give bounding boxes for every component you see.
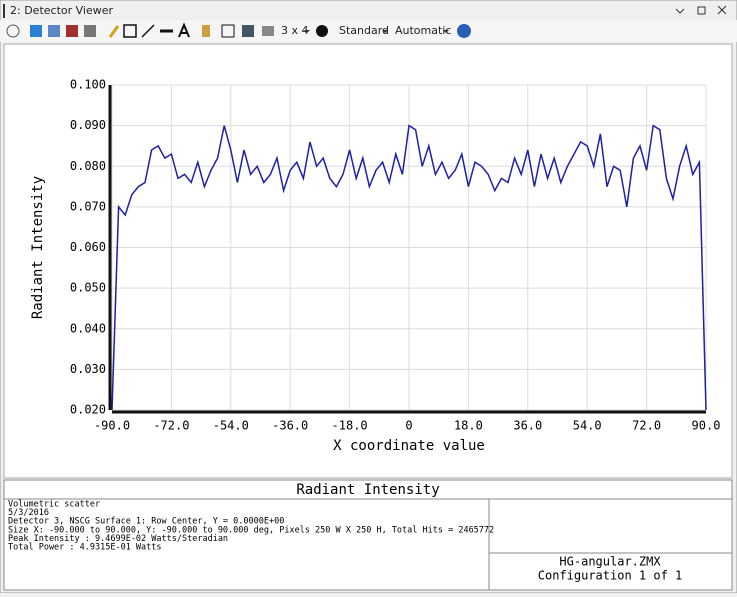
crosshair-button[interactable]: [221, 24, 235, 38]
maximize-button[interactable]: [697, 6, 706, 15]
save-button[interactable]: [66, 25, 78, 37]
window-button[interactable]: [242, 25, 254, 37]
arrow-tool[interactable]: [141, 24, 155, 38]
mode-arrow[interactable]: [382, 30, 388, 33]
info-line: 5/3/2016: [8, 508, 49, 518]
settings-button[interactable]: [48, 25, 60, 37]
info-line: Size X: -90.000 to 90.000, Y: -90.000 to…: [8, 525, 494, 535]
scale-selector[interactable]: Automatic: [395, 24, 451, 37]
x-tick-label: -36.0: [272, 419, 308, 433]
x-axis-label: X coordinate value: [333, 438, 485, 454]
scale-arrow[interactable]: [443, 30, 449, 33]
plot-panel: [3, 43, 733, 479]
help-button[interactable]: [457, 24, 471, 38]
y-tick-label: 0.060: [70, 240, 106, 254]
info-line: Detector 3, NSCG Surface 1: Row Center, …: [8, 517, 284, 527]
print-button[interactable]: [84, 25, 96, 37]
refresh-button[interactable]: [30, 25, 42, 37]
layout-selector[interactable]: 3 x 4: [281, 24, 309, 37]
y-tick-label: 0.030: [70, 362, 106, 376]
y-tick-label: 0.080: [70, 159, 106, 173]
y-tick-label: 0.100: [70, 78, 106, 92]
close-button[interactable]: [717, 5, 727, 15]
x-tick-label: -72.0: [153, 419, 189, 433]
menu-button[interactable]: [6, 24, 20, 38]
y-tick-label: 0.040: [70, 321, 106, 335]
auto-button[interactable]: [316, 25, 328, 37]
title-marker: [3, 4, 5, 18]
info-panel: [3, 479, 733, 591]
plot: 0.020 0.030 0.040 0.050 0.060 0.070 0.080 0.090…: [30, 78, 720, 455]
info-line: Volumetric scatter: [8, 500, 100, 510]
x-tick-label: 54.0: [573, 419, 602, 433]
y-axis-label: Radiant Intensity: [30, 176, 46, 319]
y-tick-label: 0.020: [70, 403, 106, 417]
layout-arrow[interactable]: [304, 30, 310, 33]
x-tick-label: 90.0: [692, 419, 721, 433]
x-tick-label: -54.0: [213, 419, 249, 433]
mode-selector[interactable]: Standard: [339, 24, 389, 37]
window-title: 2: Detector Viewer: [10, 4, 114, 17]
x-tick-label: -90.0: [94, 419, 130, 433]
info-line: Peak Intensity : 9.4699E-02 Watts/Sterad…: [8, 534, 228, 544]
y-tick-label: 0.090: [70, 118, 106, 132]
y-tick-label: 0.070: [70, 199, 106, 213]
x-tick-label: 18.0: [454, 419, 483, 433]
pencil-tool[interactable]: [108, 25, 120, 38]
layers-button[interactable]: [262, 26, 274, 36]
dropdown-button[interactable]: [675, 8, 685, 14]
x-tick-label: 0: [405, 419, 412, 433]
configuration: Configuration 1 of 1: [538, 569, 683, 583]
info-line: Total Power : 4.9315E-01 Watts: [8, 543, 162, 553]
clipboard-button[interactable]: [202, 25, 210, 37]
y-tick-label: 0.050: [70, 281, 106, 295]
x-tick-label: 36.0: [513, 419, 542, 433]
x-tick-label: 72.0: [632, 419, 661, 433]
data-line: [111, 124, 707, 411]
footer-title: Radiant Intensity: [296, 482, 439, 498]
x-tick-label: -18.0: [332, 419, 368, 433]
rect-tool[interactable]: [123, 24, 137, 38]
text-tool[interactable]: [178, 22, 190, 38]
file-name: HG-angular.ZMX: [559, 555, 661, 569]
